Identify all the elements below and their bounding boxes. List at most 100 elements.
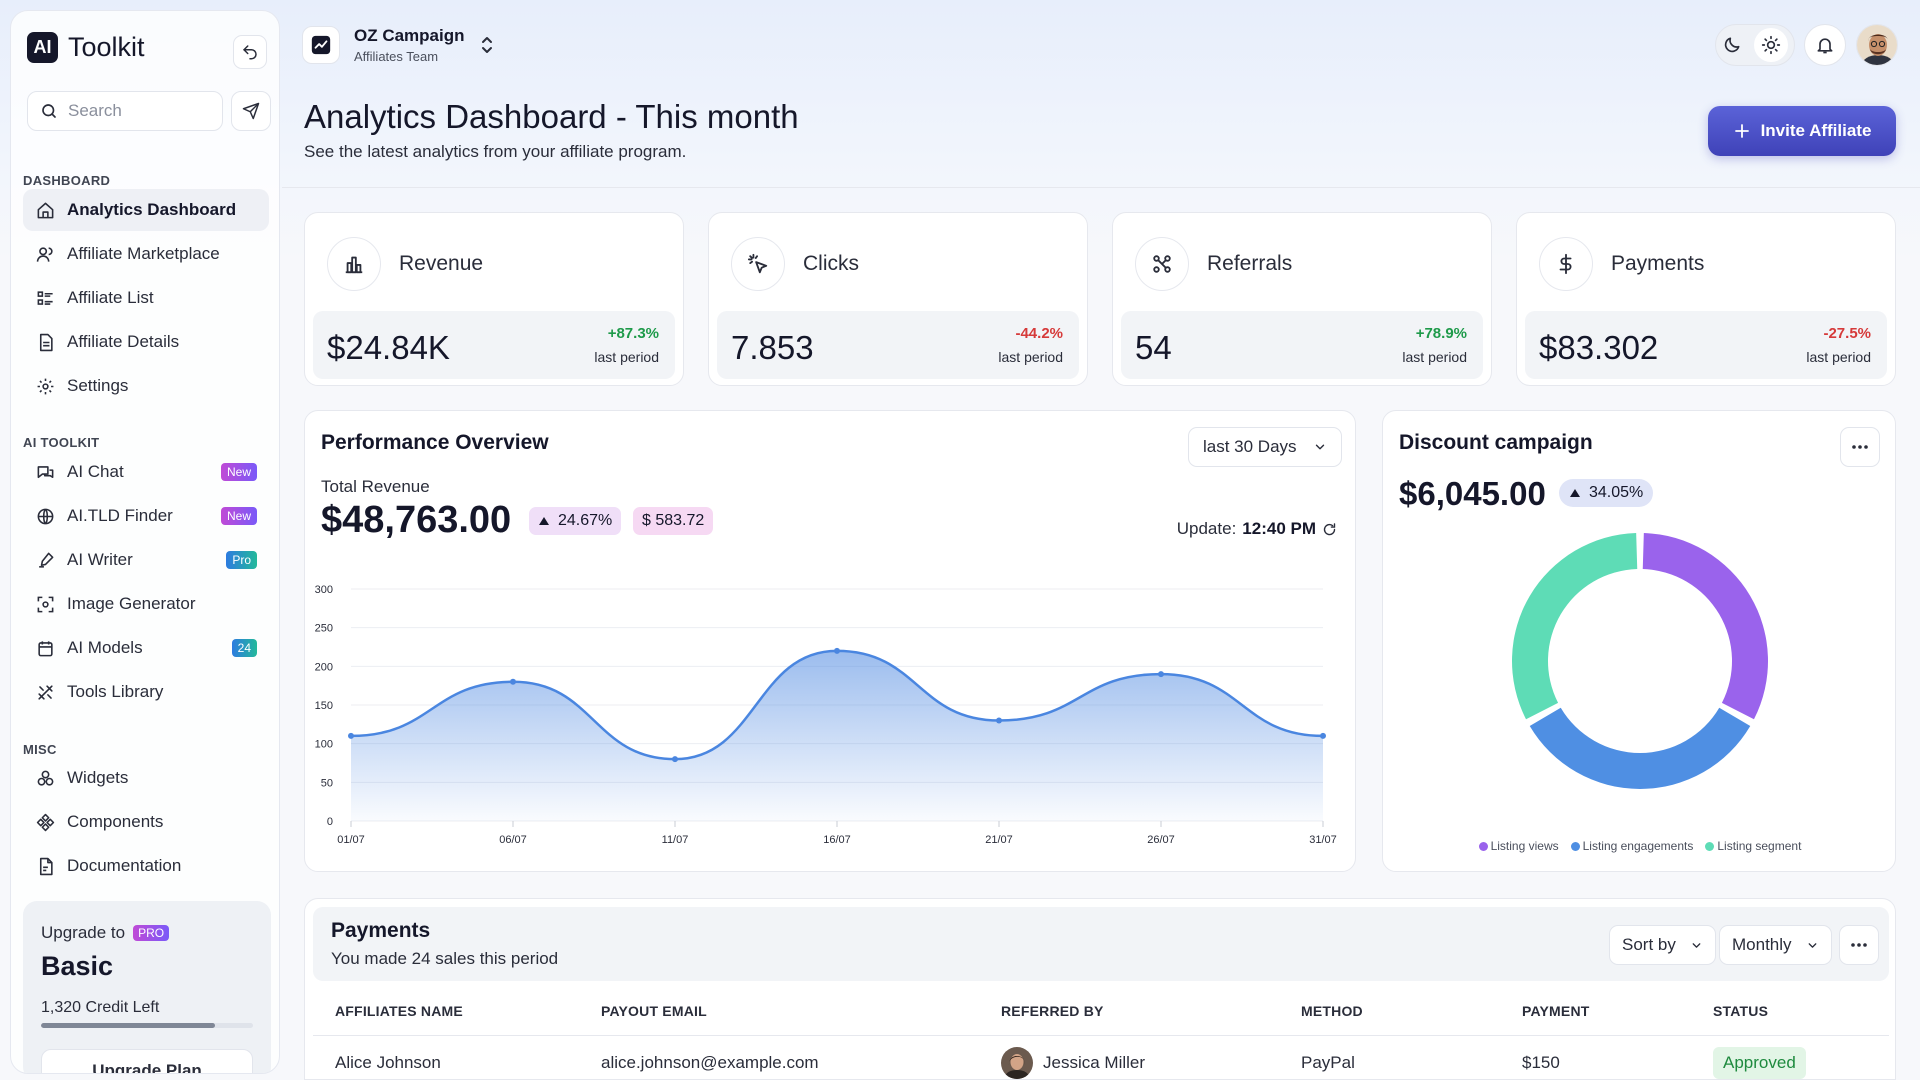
stat-label: Referrals xyxy=(1207,252,1293,275)
column-header-payment[interactable]: PAYMENT xyxy=(1522,1003,1590,1019)
update-time-value: 12:40 PM xyxy=(1242,519,1316,538)
project-switcher[interactable]: OZ Campaign Affiliates Team xyxy=(302,26,495,64)
donut-slice[interactable] xyxy=(1642,533,1768,720)
column-header-status[interactable]: STATUS xyxy=(1713,1003,1769,1019)
column-header-referred-by[interactable]: REFERRED BY xyxy=(1001,1003,1104,1019)
donut-slice[interactable] xyxy=(1529,707,1751,789)
sidebar-item-affiliate-list[interactable]: Affiliate List xyxy=(23,277,269,319)
referrer-avatar xyxy=(1001,1047,1033,1079)
legend-label: Listing segment xyxy=(1717,839,1802,853)
new-badge: New xyxy=(220,463,257,481)
stat-change: -27.5% xyxy=(1823,325,1871,342)
search-icon xyxy=(42,104,56,118)
payout-email: alice.johnson@example.com xyxy=(601,1053,819,1072)
column-header-payout-email[interactable]: PAYOUT EMAIL xyxy=(601,1003,707,1019)
notifications-button[interactable] xyxy=(1804,24,1846,66)
search-input[interactable] xyxy=(68,101,208,121)
legend-item-listing-views: Listing views xyxy=(1478,839,1559,853)
credit-progress-fill xyxy=(41,1023,215,1028)
stat-card-referrals: Referrals 54 +78.9% last period xyxy=(1112,212,1492,386)
moon-icon[interactable] xyxy=(1722,35,1742,55)
sidebar-item-ai-models[interactable]: AI Models 24 xyxy=(23,627,269,669)
sidebar-item-tools-library[interactable]: Tools Library xyxy=(23,671,269,713)
upgrade-plan-button[interactable]: Upgrade Plan xyxy=(41,1049,253,1073)
date-range-select[interactable]: last 30 Days xyxy=(1188,427,1342,467)
project-name: OZ Campaign xyxy=(354,26,465,45)
sidebar-item-ai-tld-finder[interactable]: AI.TLD Finder New xyxy=(23,495,269,537)
stat-card-clicks: Clicks 7.853 -44.2% last period xyxy=(708,212,1088,386)
x-tick-label: 06/07 xyxy=(499,834,527,846)
y-tick-label: 200 xyxy=(315,661,333,673)
update-label: Update: xyxy=(1176,519,1237,538)
referral-icon xyxy=(1135,237,1189,291)
revenue-change-percent: 24.67% xyxy=(558,512,613,529)
section-title-misc: MISC xyxy=(23,742,57,757)
legend-item-listing-segment: Listing segment xyxy=(1705,839,1801,853)
count-badge: 24 xyxy=(231,639,257,657)
sidebar-item-affiliate-marketplace[interactable]: Affiliate Marketplace xyxy=(23,233,269,275)
user-avatar[interactable] xyxy=(1856,24,1898,66)
data-point xyxy=(510,678,516,685)
chevron-down-icon xyxy=(1692,942,1701,948)
search-box[interactable] xyxy=(27,91,223,131)
sidebar-item-documentation[interactable]: Documentation xyxy=(23,845,269,887)
bell-icon xyxy=(1817,38,1833,54)
sidebar-item-analytics-dashboard[interactable]: Analytics Dashboard xyxy=(23,189,269,231)
chart-line-icon xyxy=(311,35,331,55)
period-label: Monthly xyxy=(1732,935,1792,954)
y-tick-label: 100 xyxy=(315,739,333,751)
triangle-up-icon xyxy=(539,517,549,525)
send-button[interactable] xyxy=(231,91,271,131)
discount-more-button[interactable] xyxy=(1840,427,1880,467)
affiliate-name: Alice Johnson xyxy=(335,1053,441,1072)
column-header-method[interactable]: METHOD xyxy=(1301,1003,1363,1019)
sidebar-item-widgets[interactable]: Widgets xyxy=(23,757,269,799)
sidebar-item-image-generator[interactable]: Image Generator xyxy=(23,583,269,625)
collapse-sidebar-button[interactable] xyxy=(233,35,267,69)
payments-more-button[interactable] xyxy=(1839,925,1879,965)
sidebar-item-ai-writer[interactable]: AI Writer Pro xyxy=(23,539,269,581)
sidebar-item-affiliate-details[interactable]: Affiliate Details xyxy=(23,321,269,363)
discount-donut-chart xyxy=(1512,533,1768,789)
upgrade-heading: Upgrade to PRO xyxy=(41,923,170,943)
table-header-divider xyxy=(313,1035,1889,1036)
sidebar-item-ai-chat[interactable]: AI Chat New xyxy=(23,451,269,493)
discount-title: Discount campaign xyxy=(1399,431,1593,454)
stat-period: last period xyxy=(594,349,659,365)
x-tick-label: 31/07 xyxy=(1309,834,1337,846)
globe-icon xyxy=(35,506,55,526)
brand-badge: AI xyxy=(27,31,58,63)
column-header-affiliates-name[interactable]: AFFILIATES NAME xyxy=(335,1003,463,1019)
sidebar-item-label: Components xyxy=(67,812,164,831)
home-icon xyxy=(35,200,55,220)
tools-icon xyxy=(35,682,55,702)
sidebar-item-label: Affiliate List xyxy=(67,288,154,307)
data-point xyxy=(348,732,354,739)
bar-chart-icon xyxy=(327,237,381,291)
stat-body: $24.84K +87.3% last period xyxy=(313,311,675,379)
legend-item-listing-engagements: Listing engagements xyxy=(1570,839,1693,853)
y-tick-label: 300 xyxy=(315,584,333,596)
revenue-change-pill: 24.67% xyxy=(529,507,622,535)
sidebar-item-label: Analytics Dashboard xyxy=(67,200,237,219)
brand-logo[interactable]: AI Toolkit xyxy=(27,27,145,67)
stat-card-revenue: Revenue $24.84K +87.3% last period xyxy=(304,212,684,386)
user-avatar-image xyxy=(1857,25,1897,65)
theme-toggle[interactable] xyxy=(1715,24,1795,66)
sort-by-select[interactable]: Sort by xyxy=(1609,925,1716,965)
period-select[interactable]: Monthly xyxy=(1719,925,1832,965)
triangle-up-icon xyxy=(1570,489,1580,497)
sidebar-item-label: Image Generator xyxy=(67,594,196,613)
invite-affiliate-button[interactable]: Invite Affiliate xyxy=(1708,106,1896,156)
sun-button[interactable] xyxy=(1754,28,1788,62)
donut-slice[interactable] xyxy=(1512,533,1638,720)
sidebar-item-components[interactable]: Components xyxy=(23,801,269,843)
payments-header: Payments You made 24 sales this period S… xyxy=(313,907,1889,981)
upgrade-text: Upgrade to xyxy=(41,923,126,942)
refresh-icon[interactable] xyxy=(1322,522,1337,537)
legend-dot xyxy=(1478,842,1488,851)
stat-period: last period xyxy=(1402,349,1467,365)
chevron-up-down-icon xyxy=(481,37,492,53)
sidebar-item-settings[interactable]: Settings xyxy=(23,365,269,407)
gear-icon xyxy=(35,376,55,396)
